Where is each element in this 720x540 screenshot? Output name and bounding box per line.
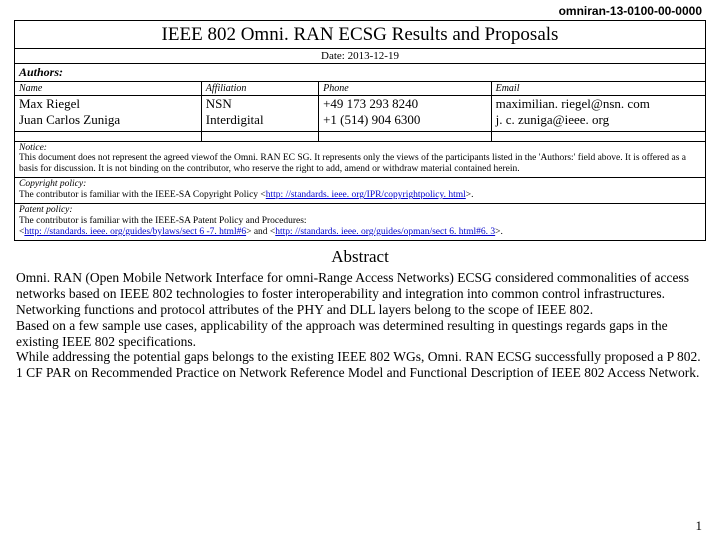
author-name: Max Riegel: [19, 96, 80, 111]
col-header-affiliation: Affiliation: [201, 82, 318, 96]
document-title: IEEE 802 Omni. RAN ECSG Results and Prop…: [15, 21, 705, 49]
patent-label: Patent policy:: [19, 205, 701, 216]
author-affiliation: Interdigital: [206, 112, 264, 127]
authors-header-row: Name Affiliation Phone Email: [15, 82, 705, 96]
table-row: Max Riegel Juan Carlos Zuniga NSN Interd…: [15, 96, 705, 132]
notice-block: Notice: This document does not represent…: [15, 142, 705, 179]
page-number: 1: [696, 518, 703, 534]
col-header-name: Name: [15, 82, 201, 96]
col-header-email: Email: [491, 82, 705, 96]
author-phones-cell: +49 173 293 8240 +1 (514) 904 6300: [319, 96, 492, 132]
patent-link-1[interactable]: http: //standards. ieee. org/guides/byla…: [24, 227, 246, 237]
author-affiliation: NSN: [206, 96, 232, 111]
table-row: [15, 131, 705, 141]
copyright-text-post: >.: [466, 190, 474, 200]
patent-mid: > and <: [246, 227, 275, 237]
col-header-phone: Phone: [319, 82, 492, 96]
notice-text: This document does not represent the agr…: [19, 153, 686, 174]
patent-line1: The contributor is familiar with the IEE…: [19, 216, 307, 226]
copyright-block: Copyright policy: The contributor is fam…: [15, 178, 705, 204]
author-names-cell: Max Riegel Juan Carlos Zuniga: [15, 96, 201, 132]
copyright-label: Copyright policy:: [19, 179, 701, 190]
authors-table: Name Affiliation Phone Email Max Riegel …: [15, 82, 705, 142]
author-email: j. c. zuniga@ieee. org: [496, 112, 610, 127]
patent-link-2[interactable]: http: //standards. ieee. org/guides/opma…: [275, 227, 495, 237]
author-affiliations-cell: NSN Interdigital: [201, 96, 318, 132]
author-phone: +1 (514) 904 6300: [323, 112, 420, 127]
copyright-text-pre: The contributor is familiar with the IEE…: [19, 190, 266, 200]
abstract-heading: Abstract: [0, 247, 720, 267]
patent-block: Patent policy: The contributor is famili…: [15, 204, 705, 240]
author-emails-cell: maximilian. riegel@nsn. com j. c. zuniga…: [491, 96, 705, 132]
copyright-link[interactable]: http: //standards. ieee. org/IPR/copyrig…: [266, 190, 466, 200]
document-date: Date: 2013-12-19: [15, 49, 705, 64]
author-email: maximilian. riegel@nsn. com: [496, 96, 650, 111]
authors-label: Authors:: [15, 64, 705, 82]
author-name: Juan Carlos Zuniga: [19, 112, 120, 127]
author-phone: +49 173 293 8240: [323, 96, 418, 111]
document-id: omniran-13-0100-00-0000: [0, 0, 720, 20]
patent-post: >.: [495, 227, 503, 237]
abstract-body: Omni. RAN (Open Mobile Network Interface…: [16, 270, 704, 381]
notice-label: Notice:: [19, 143, 701, 154]
header-box: IEEE 802 Omni. RAN ECSG Results and Prop…: [14, 20, 706, 241]
